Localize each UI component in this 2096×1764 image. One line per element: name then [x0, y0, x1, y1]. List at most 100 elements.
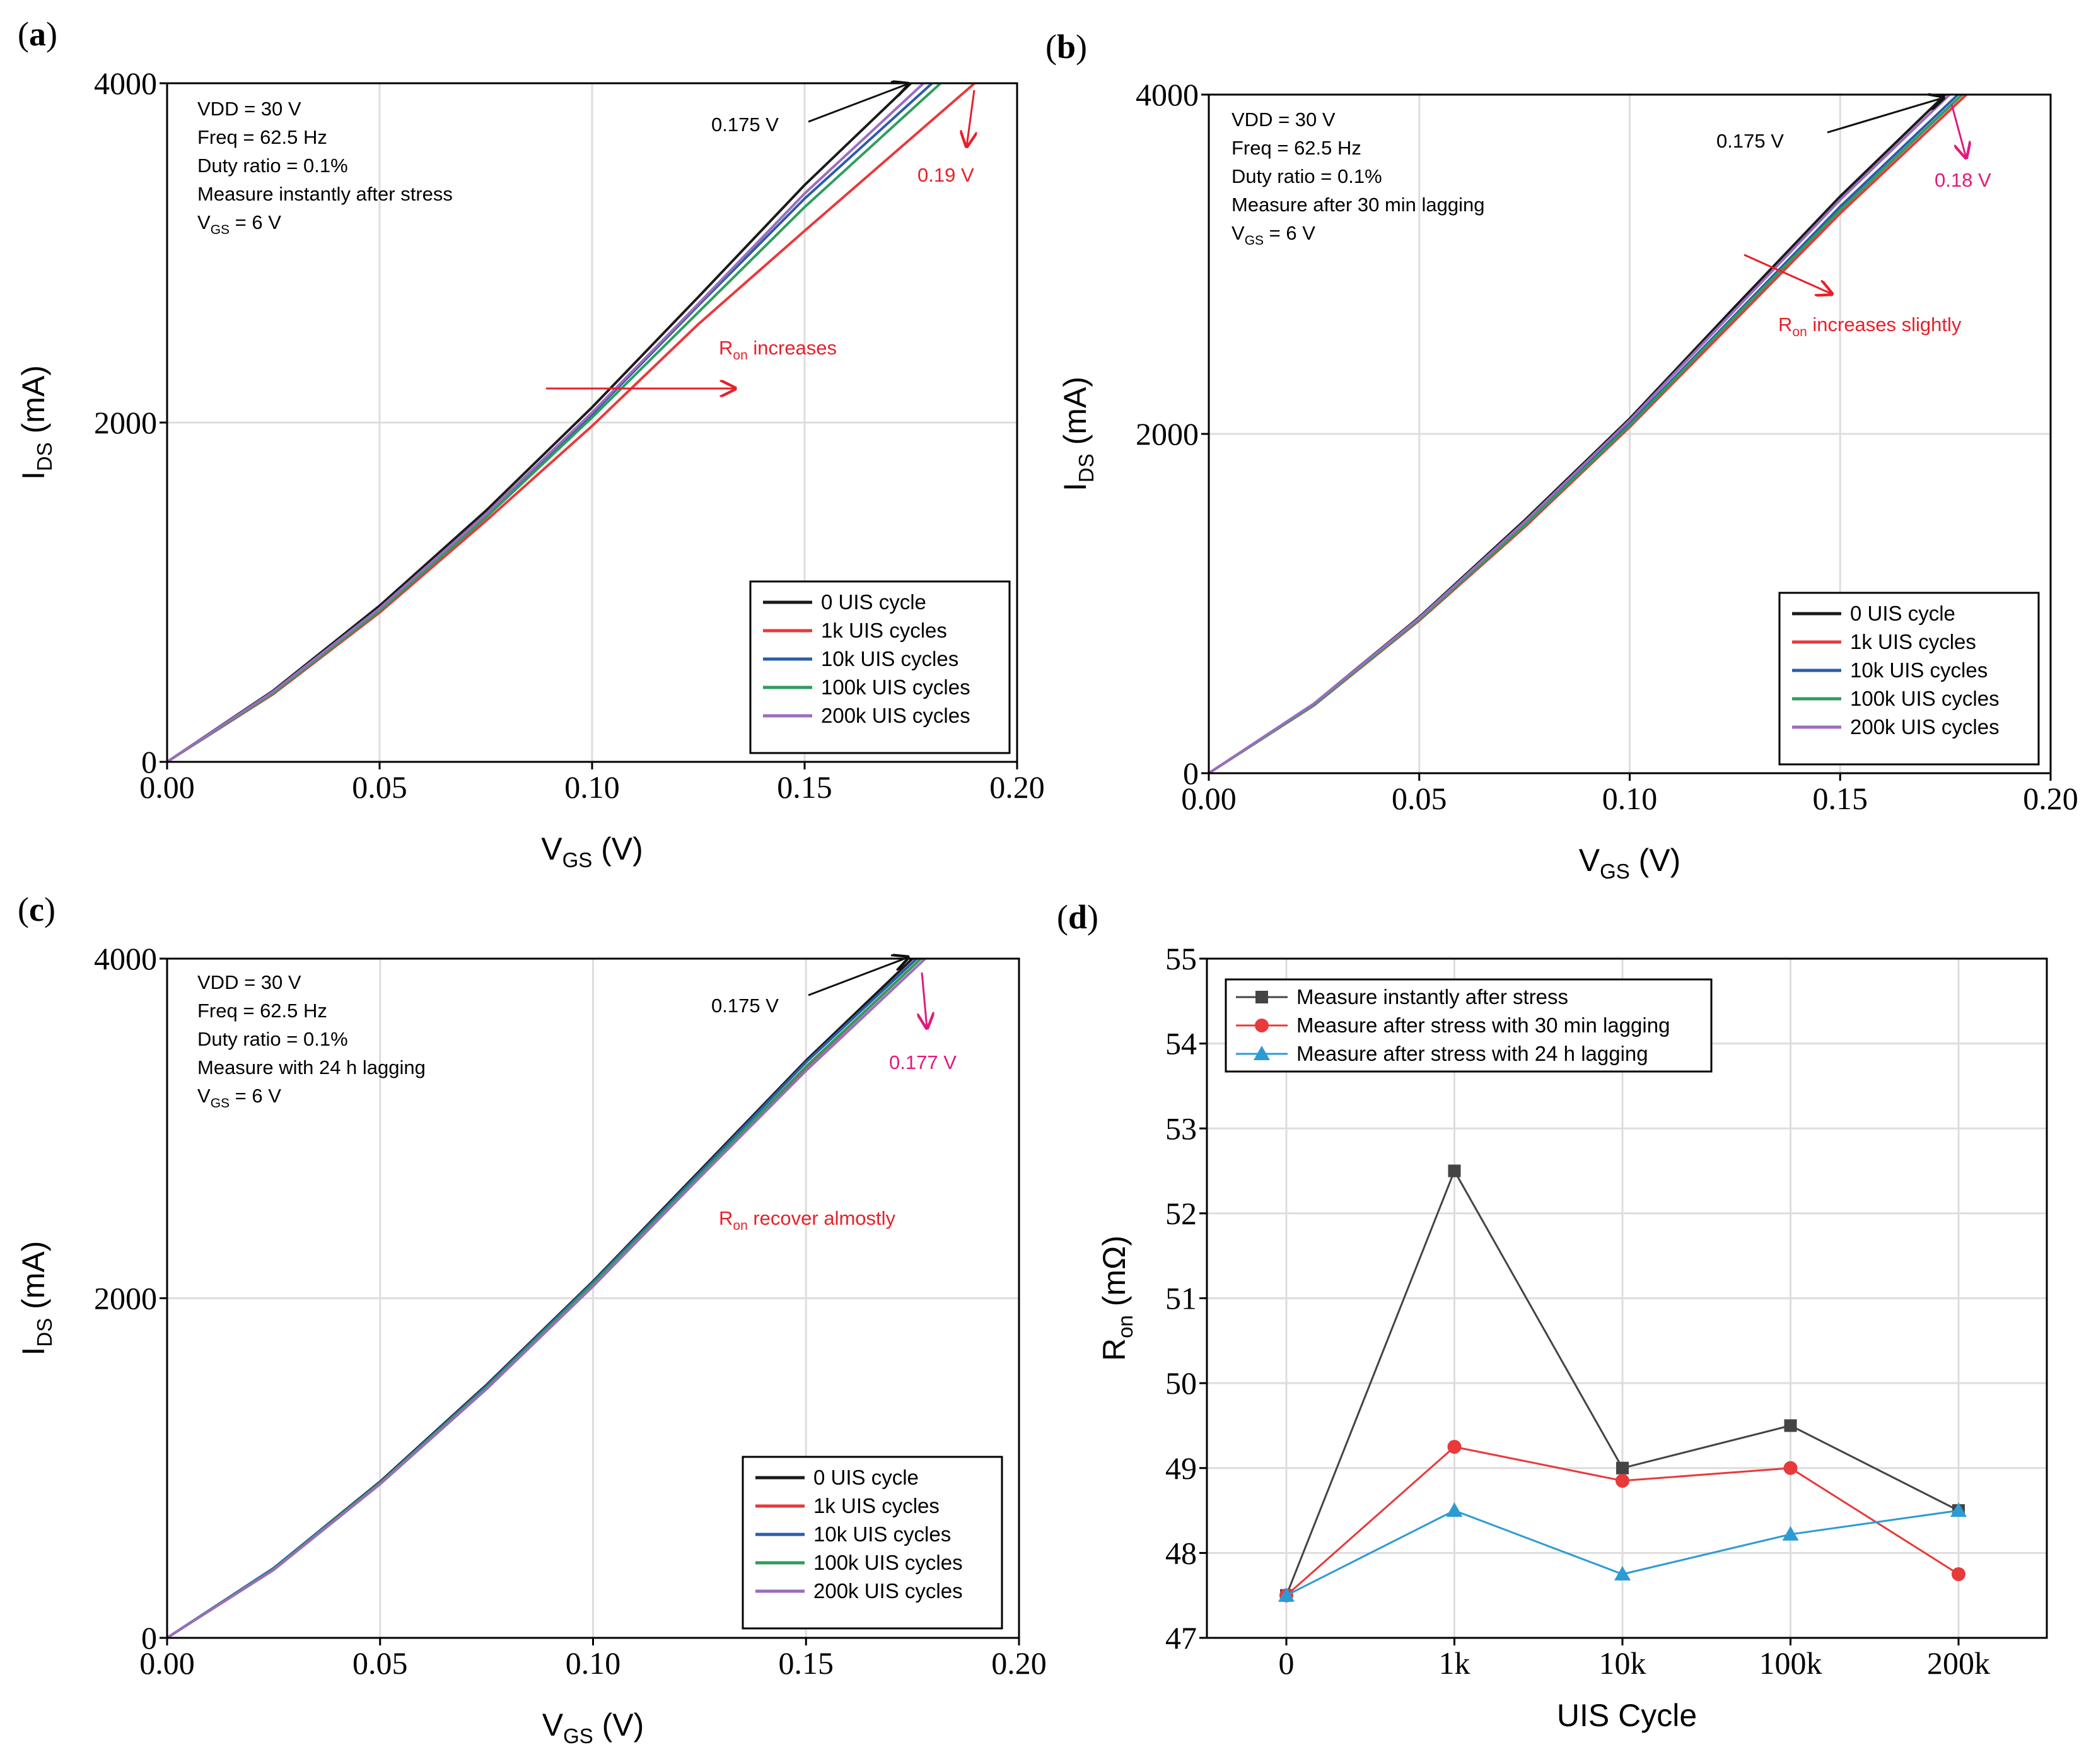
- marker-square: [1255, 991, 1268, 1003]
- arrow-black: [808, 84, 908, 123]
- x-tick-label: 0.00: [139, 1645, 195, 1681]
- panel-a-yticks: 0 2000 4000: [94, 66, 167, 780]
- marker-triangle: [1782, 1526, 1799, 1541]
- x-tick-label: 0.15: [779, 1645, 834, 1681]
- info-line: Duty ratio = 0.1%: [1231, 165, 1382, 187]
- vgs-line: VGS = 6 V: [197, 1085, 281, 1111]
- series-line: [1208, 93, 1951, 774]
- panel-d-label: (d): [1057, 898, 1098, 936]
- arrow-black: [1827, 98, 1943, 134]
- marker-circle: [1783, 1461, 1798, 1475]
- legend-label: 10k UIS cycles: [821, 647, 958, 670]
- info-line: Freq = 62.5 Hz: [197, 1000, 327, 1022]
- marker-circle: [1255, 1019, 1269, 1032]
- panel-c-label: (c): [18, 891, 55, 928]
- y-tick-label: 2000: [94, 1281, 157, 1316]
- panel-b-legend: 0 UIS cycle 1k UIS cycles 10k UIS cycles 10…: [1778, 592, 2040, 766]
- legend-box: [742, 1456, 1003, 1630]
- legend-box: [749, 580, 1011, 754]
- y-tick-label: 0: [141, 744, 157, 780]
- x-tick-label: 0: [1279, 1645, 1295, 1681]
- y-tick-label: 55: [1165, 941, 1197, 976]
- marker-square: [1784, 1419, 1797, 1432]
- legend-label: 100k UIS cycles: [1850, 687, 2000, 710]
- annotation-black: 0.175 V: [1716, 130, 1784, 152]
- vgs-line: VGS = 6 V: [197, 211, 281, 237]
- panel-a-xticks: 0.00 0.05 0.10 0.15 0.20: [139, 762, 1045, 805]
- annotation-colored: 0.19 V: [917, 164, 974, 186]
- x-tick-label: 0.10: [564, 769, 620, 805]
- series-line: [166, 957, 926, 1639]
- x-tick-label: 0.10: [566, 1645, 621, 1681]
- y-tick-label: 52: [1165, 1196, 1197, 1231]
- x-tick-label: 0.15: [777, 769, 832, 805]
- panel-a-legend: 0 UIS cycle 1k UIS cycles 10k UIS cycles 10…: [749, 580, 1011, 754]
- info-line: Freq = 62.5 Hz: [1231, 137, 1361, 159]
- panel-a: (a) 0.00 0.05 0.10 0.15 0.20 0 2000 4000 VGS (…: [16, 15, 1045, 872]
- panel-b-series: [1208, 93, 1967, 774]
- y-tick-label: 4000: [94, 941, 157, 976]
- panel-a-xlabel: VGS (V): [541, 831, 643, 872]
- series-line: [166, 82, 942, 763]
- panel-b-yticks: 0 2000 4000: [1136, 77, 1209, 791]
- panel-a-info: VDD = 30 V Freq = 62.5 Hz Duty ratio = 0…: [197, 98, 453, 237]
- y-tick-label: 0: [141, 1620, 157, 1656]
- marker-square: [1616, 1461, 1629, 1475]
- legend-box: [1778, 592, 2040, 766]
- marker-triangle: [1254, 1046, 1270, 1060]
- legend-label: 200k UIS cycles: [821, 704, 970, 727]
- legend-label: 1k UIS cycles: [821, 619, 947, 642]
- info-line: Measure with 24 h lagging: [197, 1056, 426, 1078]
- info-line: Measure after 30 min lagging: [1231, 194, 1485, 216]
- legend-label: Measure after stress with 24 h lagging: [1296, 1042, 1648, 1065]
- y-tick-label: 0: [1183, 756, 1199, 791]
- marker-triangle: [1278, 1587, 1295, 1602]
- y-tick-label: 4000: [1136, 77, 1199, 112]
- legend-box: [1225, 978, 1713, 1073]
- x-tick-label: 100k: [1759, 1645, 1822, 1681]
- marker-circle: [1952, 1567, 1965, 1582]
- marker-circle: [1447, 1440, 1462, 1454]
- panel-a-ylabel: IDS (mA): [16, 365, 56, 480]
- annotation-colored: 0.177 V: [889, 1051, 957, 1073]
- panel-d-yticks: 47 48 49 50 51 52 53 54 55: [1165, 941, 1207, 1656]
- y-tick-label: 47: [1165, 1620, 1197, 1656]
- y-tick-label: 4000: [94, 66, 157, 101]
- y-tick-label: 51: [1165, 1281, 1197, 1316]
- y-tick-label: 2000: [94, 405, 157, 440]
- marker-square: [1448, 1164, 1461, 1177]
- panel-b: (b) 0.00 0.05 0.10 0.15 0.20 0 2000 4000 VGS (…: [1045, 28, 2078, 883]
- info-line: VDD = 30 V: [197, 98, 301, 120]
- panel-d-legend: Measure instantly after stress Measure af…: [1225, 978, 1713, 1073]
- ron-annotation: Ron increases slightly: [1778, 313, 1962, 339]
- vgs-line: VGS = 6 V: [1231, 222, 1315, 248]
- x-tick-label: 0.15: [1813, 781, 1868, 816]
- panel-d-series: [1278, 1164, 1967, 1603]
- panel-b-xlabel: VGS (V): [1579, 843, 1681, 883]
- legend-label: 100k UIS cycles: [813, 1551, 963, 1574]
- marker-circle: [1616, 1473, 1629, 1488]
- info-line: VDD = 30 V: [1231, 108, 1336, 131]
- panel-c-yticks: 0 2000 4000: [94, 941, 167, 1656]
- panel-a-label: (a): [18, 15, 57, 53]
- y-tick-label: 53: [1165, 1111, 1197, 1146]
- info-line: VDD = 30 V: [197, 971, 301, 993]
- arrow-colored: [922, 972, 927, 1028]
- y-tick-label: 54: [1165, 1026, 1197, 1061]
- panel-c-series: [166, 957, 926, 1639]
- series-line: [166, 82, 925, 763]
- legend-label: 10k UIS cycles: [1850, 658, 1988, 682]
- legend-label: 1k UIS cycles: [813, 1494, 940, 1517]
- legend-label: Measure after stress with 30 min lagging: [1296, 1013, 1670, 1037]
- panel-c: (c) 0.00 0.05 0.10 0.15 0.20 0 2000 4000 VGS (…: [16, 891, 1047, 1748]
- panel-b-info: VDD = 30 V Freq = 62.5 Hz Duty ratio = 0…: [1231, 108, 1485, 248]
- panel-c-xticks: 0.00 0.05 0.10 0.15 0.20: [139, 1638, 1047, 1681]
- panel-d-xlabel: UIS Cycle: [1557, 1698, 1697, 1733]
- panel-c-ylabel: IDS (mA): [16, 1241, 56, 1356]
- legend-label: Measure instantly after stress: [1296, 985, 1568, 1008]
- marker-triangle: [1446, 1502, 1463, 1517]
- legend-label: 200k UIS cycles: [1850, 715, 2000, 739]
- legend-label: 0 UIS cycle: [813, 1466, 919, 1489]
- panel-d-ylabel: Ron (mΩ): [1097, 1235, 1137, 1361]
